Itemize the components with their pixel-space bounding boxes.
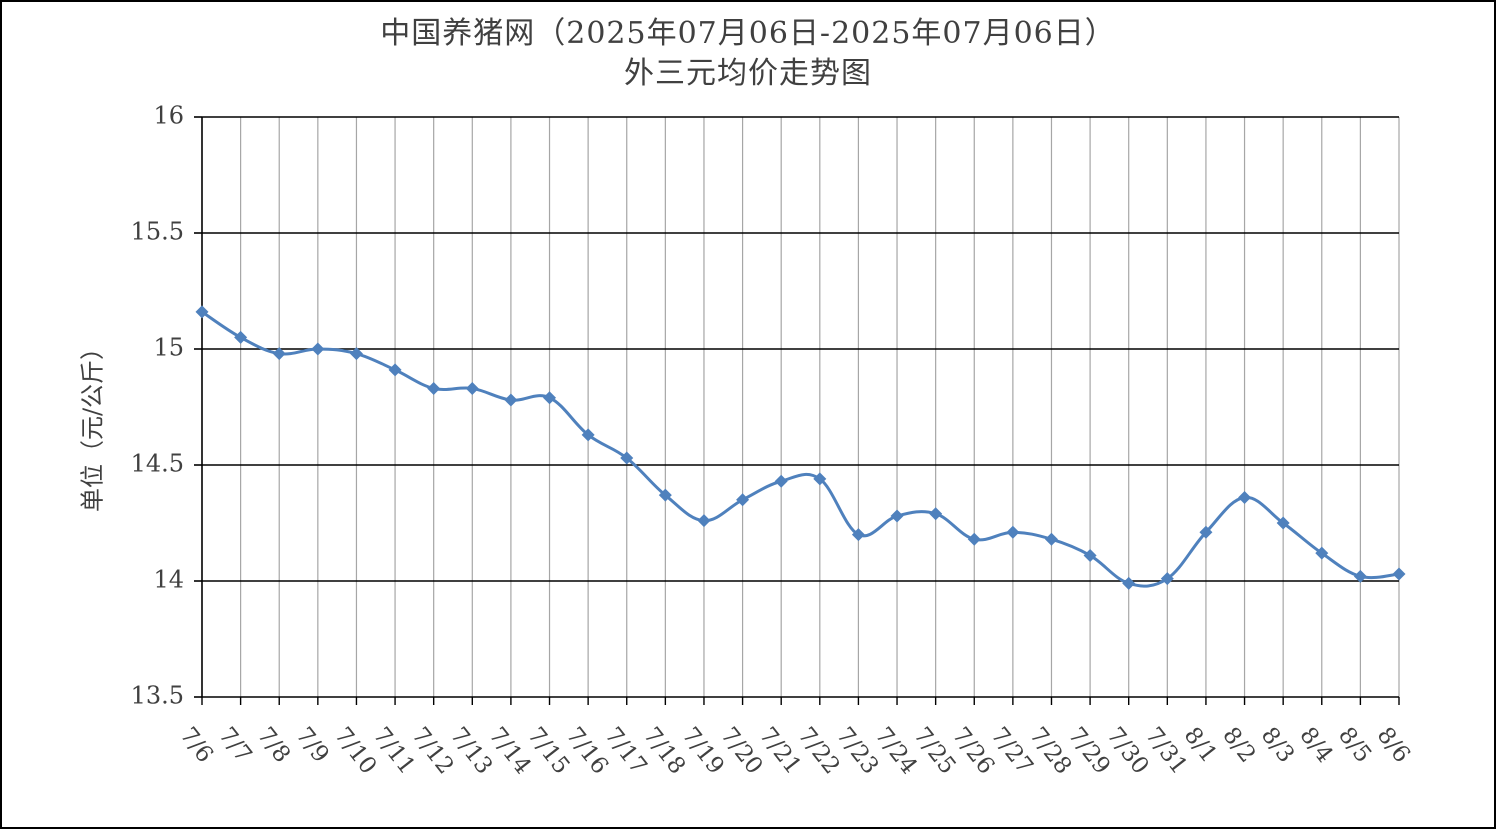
x-tick-label: 8/4 — [1294, 723, 1337, 768]
x-tick-label: 7/24 — [870, 723, 922, 780]
x-tick-label: 7/16 — [561, 723, 613, 780]
data-point-marker — [658, 488, 672, 502]
data-point-marker — [697, 514, 711, 528]
x-tick-label: 7/23 — [831, 723, 883, 780]
data-point-marker — [1160, 572, 1174, 586]
x-tick-label: 7/10 — [329, 723, 381, 780]
x-tick-label: 7/6 — [175, 723, 218, 768]
x-tick-label: 7/19 — [677, 723, 729, 780]
x-tick-label: 7/26 — [947, 723, 999, 780]
x-tick-label: 7/15 — [522, 723, 574, 780]
y-tick-label: 14 — [153, 566, 184, 594]
data-point-marker — [1083, 548, 1097, 562]
x-tick-label: 7/18 — [638, 723, 690, 780]
y-tick-label: 13.5 — [131, 682, 184, 710]
data-point-marker — [929, 507, 943, 521]
data-point-marker — [581, 428, 595, 442]
x-tick-label: 7/8 — [252, 723, 295, 768]
y-tick-label: 15.5 — [131, 218, 184, 246]
series-line — [201, 310, 1400, 588]
data-point-marker — [1044, 532, 1058, 546]
data-point-marker — [504, 393, 518, 407]
data-point-marker — [1315, 546, 1329, 560]
x-tick-label: 8/6 — [1372, 723, 1415, 768]
x-tick-label: 7/21 — [754, 723, 806, 780]
y-tick-label: 15 — [153, 334, 184, 362]
data-point-marker — [736, 493, 750, 507]
y-axis-label: 单位（元/公斤） — [79, 336, 107, 512]
chart-subtitle: 外三元均价走势图 — [624, 56, 872, 91]
data-point-marker — [1276, 516, 1290, 530]
x-tick-label: 7/25 — [908, 723, 960, 780]
x-tick-label: 8/2 — [1217, 723, 1260, 768]
data-point-marker — [195, 305, 209, 319]
y-tick-label: 14.5 — [131, 450, 184, 478]
x-tick-label: 7/17 — [599, 723, 651, 780]
x-tick-label: 7/13 — [445, 723, 497, 780]
data-point-marker — [1353, 569, 1367, 583]
data-point-marker — [813, 472, 827, 486]
x-tick-label: 7/22 — [792, 723, 844, 780]
data-point-marker — [774, 474, 788, 488]
x-tick-label: 7/27 — [986, 723, 1038, 780]
data-point-marker — [967, 532, 981, 546]
x-tick-label: 7/7 — [213, 723, 256, 768]
data-point-marker — [272, 347, 286, 361]
x-tick-label: 8/5 — [1333, 723, 1376, 768]
x-tick-label: 7/9 — [291, 723, 334, 768]
x-tick-label: 7/20 — [715, 723, 767, 780]
x-tick-labels: 7/67/77/87/97/107/117/127/137/147/157/16… — [175, 723, 1415, 780]
data-point-marker — [1199, 525, 1213, 539]
y-tick-label: 16 — [153, 102, 184, 130]
data-point-marker — [311, 342, 325, 356]
chart-title-block: 中国养猪网（2025年07月06日-2025年07月06日） 外三元均价走势图 — [0, 14, 1496, 94]
y-tick-labels: 13.5 14 14.5 15 15.5 16 — [131, 102, 184, 710]
x-tick-label: 7/14 — [484, 723, 536, 780]
x-tick-label: 7/31 — [1140, 723, 1192, 780]
series-layer — [195, 305, 1406, 590]
x-tick-label: 8/3 — [1256, 723, 1299, 768]
data-point-marker — [388, 363, 402, 377]
data-point-marker — [1006, 525, 1020, 539]
data-point-marker — [349, 347, 363, 361]
data-point-marker — [890, 509, 904, 523]
data-point-marker — [851, 528, 865, 542]
x-tick-label: 7/30 — [1101, 723, 1153, 780]
x-tick-label: 7/11 — [368, 723, 420, 780]
data-point-marker — [427, 381, 441, 395]
x-tick-label: 7/29 — [1063, 723, 1115, 780]
data-point-marker — [1122, 576, 1136, 590]
grid-lines — [194, 116, 1400, 705]
x-tick-label: 7/12 — [406, 723, 458, 780]
data-point-marker — [1392, 567, 1406, 581]
data-point-marker — [543, 391, 557, 405]
x-tick-label: 7/28 — [1024, 723, 1076, 780]
data-point-marker — [1238, 490, 1252, 504]
data-point-marker — [620, 451, 634, 465]
data-point-marker — [465, 381, 479, 395]
data-point-marker — [234, 330, 248, 344]
chart-title: 中国养猪网（2025年07月06日-2025年07月06日） — [380, 16, 1116, 51]
